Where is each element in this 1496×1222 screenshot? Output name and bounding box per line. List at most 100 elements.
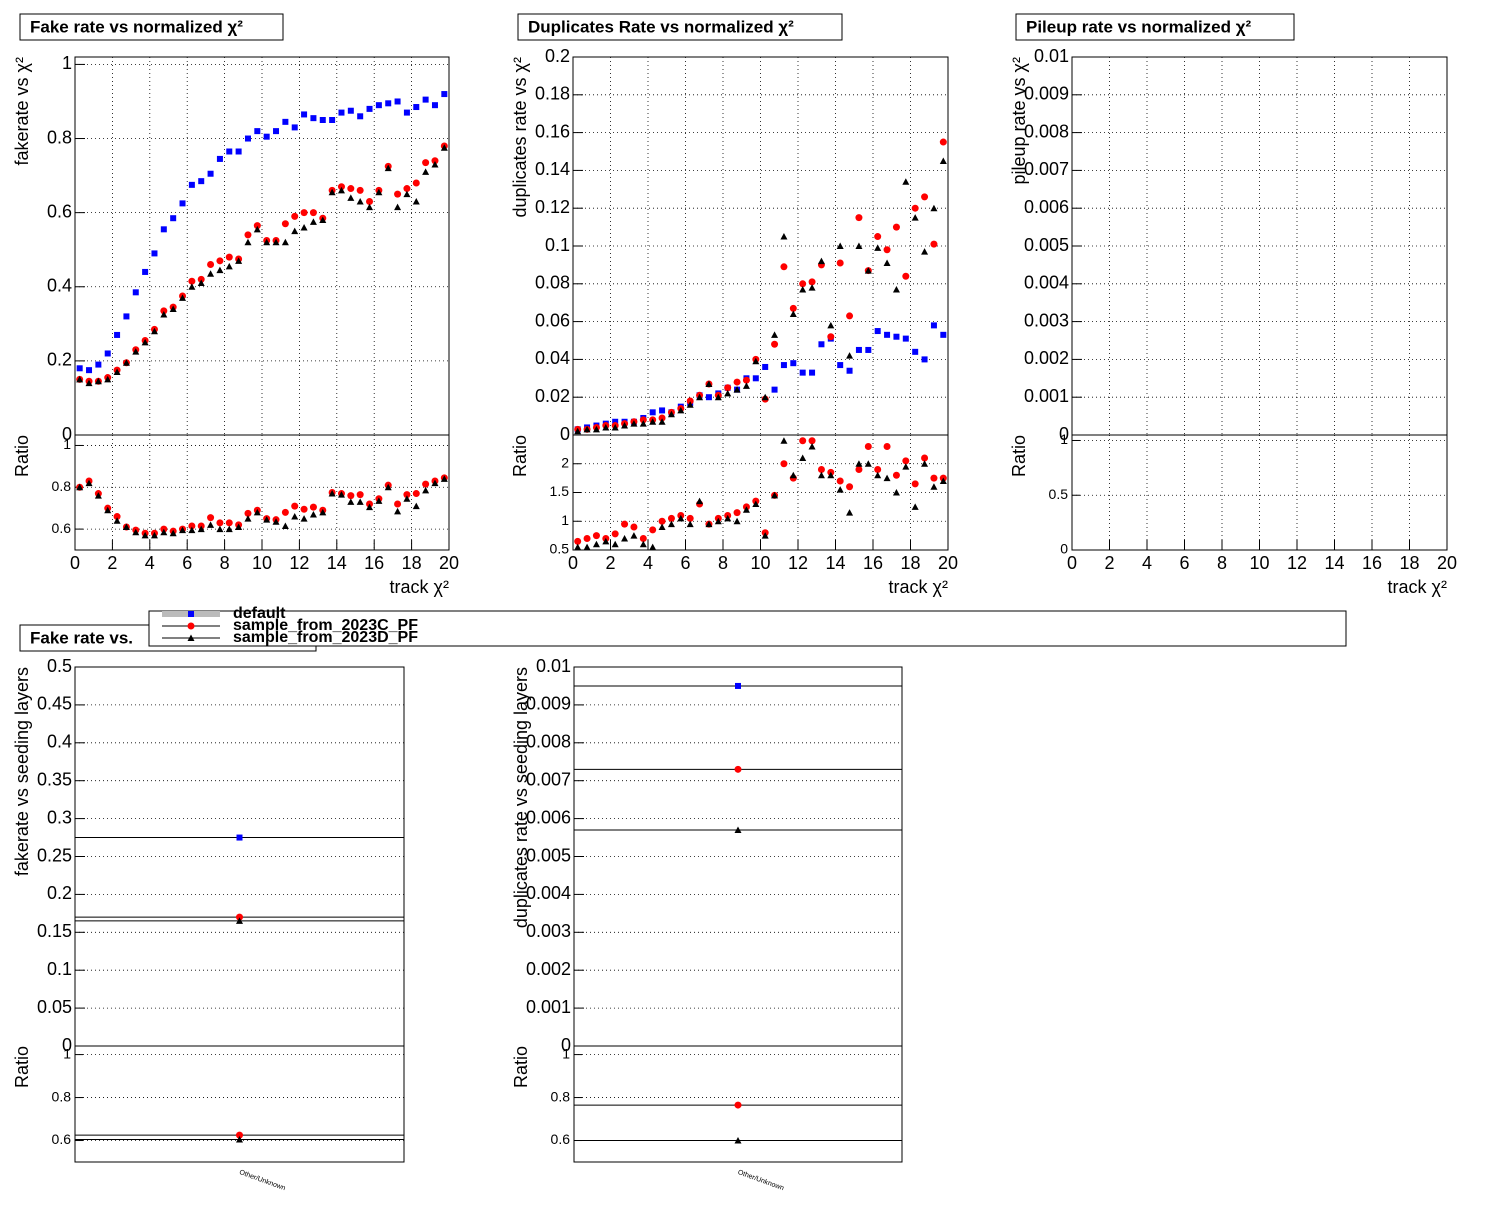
marker <box>752 357 760 365</box>
marker <box>780 460 788 468</box>
marker <box>412 179 420 187</box>
x-tick-label: 20 <box>439 553 459 573</box>
marker <box>263 133 270 140</box>
marker <box>188 522 196 530</box>
marker <box>686 514 694 522</box>
marker <box>141 338 149 346</box>
marker <box>930 474 938 482</box>
marker <box>310 115 317 122</box>
x-tick-label: 10 <box>1249 553 1269 573</box>
marker <box>686 397 694 405</box>
marker <box>911 204 919 212</box>
marker <box>780 233 788 240</box>
marker <box>883 443 891 450</box>
marker <box>422 480 430 488</box>
x-tick-label: 20 <box>938 553 958 573</box>
marker <box>733 509 741 517</box>
marker <box>734 765 742 773</box>
ratio-tick-label: 0.5 <box>550 541 570 557</box>
marker <box>734 1101 742 1109</box>
marker <box>356 491 364 499</box>
y-tick-label: 0.008 <box>526 732 571 752</box>
marker <box>132 528 140 536</box>
marker <box>263 238 271 246</box>
x-axis-title: track χ² <box>390 577 449 597</box>
marker <box>817 466 825 473</box>
marker <box>291 124 298 131</box>
marker <box>892 489 900 496</box>
x-axis-title: track χ² <box>1388 577 1447 597</box>
x-tick-label: 0 <box>568 553 578 573</box>
marker <box>667 520 675 528</box>
x-tick-label: 18 <box>402 553 422 573</box>
marker <box>630 420 638 427</box>
y-tick-label: 0.004 <box>1024 273 1069 293</box>
marker <box>384 483 392 491</box>
ratio-tick-label: 1 <box>63 436 71 452</box>
marker <box>827 333 835 341</box>
marker <box>150 327 158 335</box>
marker <box>611 540 619 548</box>
marker <box>151 250 158 257</box>
marker <box>940 331 947 338</box>
marker <box>291 502 299 510</box>
marker <box>422 96 429 103</box>
marker <box>113 517 121 524</box>
y-tick-label: 0.01 <box>536 656 571 676</box>
marker <box>319 508 327 516</box>
x-tick-label: 2 <box>1104 553 1114 573</box>
marker <box>394 98 401 105</box>
y-tick-label: 0.005 <box>1024 235 1069 255</box>
y-tick-label: 0.01 <box>1034 46 1069 66</box>
marker <box>394 190 402 198</box>
marker <box>188 277 196 285</box>
marker <box>892 471 900 479</box>
y-tick-label: 0.007 <box>526 769 571 789</box>
marker <box>300 223 308 231</box>
marker <box>696 497 704 505</box>
marker <box>808 443 816 450</box>
ratio-tick-label: 1 <box>1060 431 1068 447</box>
marker <box>911 214 919 221</box>
marker <box>113 513 121 521</box>
ratio-tick-label: 2 <box>561 454 569 470</box>
y-tick-label: 0.1 <box>545 235 570 255</box>
marker <box>281 508 289 516</box>
ratio-axis-title: Ratio <box>510 435 530 477</box>
ratio-plot <box>574 1101 902 1144</box>
marker <box>244 509 252 517</box>
marker <box>160 311 168 318</box>
marker <box>431 157 439 165</box>
marker <box>347 194 355 201</box>
marker <box>207 170 214 177</box>
marker <box>337 183 345 191</box>
x-tick-label: 8 <box>1217 553 1227 573</box>
main-plot <box>76 91 448 387</box>
marker <box>789 471 797 479</box>
marker <box>114 331 121 338</box>
marker <box>85 479 93 487</box>
marker <box>583 535 591 542</box>
marker <box>734 1137 742 1144</box>
marker <box>921 460 929 467</box>
marker <box>319 216 327 224</box>
marker <box>649 526 657 534</box>
marker <box>658 523 666 530</box>
marker <box>611 423 619 431</box>
x-tick-label: 10 <box>750 553 770 573</box>
y-tick-label: 0 <box>1059 424 1069 444</box>
marker <box>846 352 854 359</box>
x-tick-label: 8 <box>718 553 728 573</box>
marker <box>659 407 666 414</box>
marker <box>235 257 243 264</box>
marker <box>883 246 891 254</box>
y-tick-label: 0 <box>560 424 570 444</box>
marker <box>884 331 891 338</box>
x-tick-label: Other/Unknown <box>737 1169 785 1192</box>
marker <box>141 531 149 539</box>
marker <box>705 520 713 528</box>
marker <box>780 437 788 444</box>
marker <box>705 394 712 401</box>
marker <box>892 223 900 231</box>
